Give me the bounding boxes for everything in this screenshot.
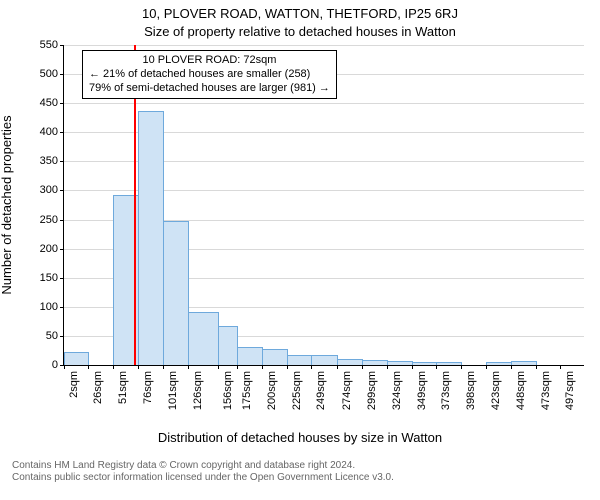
x-tick xyxy=(138,365,139,369)
y-tick xyxy=(60,336,64,337)
y-tick xyxy=(60,132,64,133)
x-tick xyxy=(311,365,312,369)
histogram-bar xyxy=(362,360,388,365)
infobox-line1: 10 PLOVER ROAD: 72sqm xyxy=(89,54,330,68)
x-tick-label: 101sqm xyxy=(167,371,179,410)
x-tick-label: 2sqm xyxy=(68,371,80,398)
x-tick xyxy=(362,365,363,369)
y-tick-label: 250 xyxy=(40,214,58,226)
y-tick xyxy=(60,74,64,75)
x-tick xyxy=(461,365,462,369)
x-tick xyxy=(337,365,338,369)
x-tick xyxy=(560,365,561,369)
y-tick xyxy=(60,161,64,162)
y-axis-label: Number of detached properties xyxy=(0,115,14,294)
histogram-bar xyxy=(387,361,413,365)
x-tick-label: 423sqm xyxy=(490,371,502,410)
histogram-bar xyxy=(436,362,462,365)
y-gridline xyxy=(64,103,584,104)
x-tick-label: 175sqm xyxy=(241,371,253,410)
chart-container: 10, PLOVER ROAD, WATTON, THETFORD, IP25 … xyxy=(0,0,600,500)
x-tick-label: 26sqm xyxy=(92,371,104,404)
x-tick xyxy=(163,365,164,369)
x-tick-label: 249sqm xyxy=(315,371,327,410)
y-tick-label: 400 xyxy=(40,126,58,138)
y-tick xyxy=(60,249,64,250)
x-tick-label: 324sqm xyxy=(391,371,403,410)
property-info-box: 10 PLOVER ROAD: 72sqm ← 21% of detached … xyxy=(82,50,337,99)
y-tick-label: 500 xyxy=(40,68,58,80)
x-tick xyxy=(436,365,437,369)
footer-attribution: Contains HM Land Registry data © Crown c… xyxy=(0,460,600,484)
x-tick-label: 200sqm xyxy=(266,371,278,410)
y-tick-label: 550 xyxy=(40,39,58,51)
x-tick-label: 373sqm xyxy=(440,371,452,410)
histogram-bar xyxy=(262,349,288,365)
histogram-bar xyxy=(237,347,263,365)
chart-subtitle: Size of property relative to detached ho… xyxy=(0,24,600,39)
x-tick-label: 497sqm xyxy=(564,371,576,410)
x-tick xyxy=(387,365,388,369)
y-tick xyxy=(60,307,64,308)
x-tick-label: 156sqm xyxy=(222,371,234,410)
x-tick-label: 299sqm xyxy=(366,371,378,410)
x-tick xyxy=(412,365,413,369)
histogram-bar xyxy=(64,352,89,365)
footer-line1: Contains HM Land Registry data © Crown c… xyxy=(12,460,600,472)
x-tick xyxy=(262,365,263,369)
x-axis-label: Distribution of detached houses by size … xyxy=(0,430,600,445)
histogram-bar xyxy=(486,362,512,365)
y-tick-label: 450 xyxy=(40,97,58,109)
x-tick-label: 274sqm xyxy=(341,371,353,410)
histogram-bar xyxy=(163,221,189,365)
x-tick xyxy=(113,365,114,369)
histogram-bar xyxy=(287,355,312,365)
x-tick-label: 398sqm xyxy=(465,371,477,410)
x-tick xyxy=(64,365,65,369)
histogram-bar xyxy=(337,359,363,365)
chart-title: 10, PLOVER ROAD, WATTON, THETFORD, IP25 … xyxy=(0,6,600,21)
x-tick xyxy=(218,365,219,369)
histogram-bar xyxy=(511,361,537,365)
x-tick xyxy=(188,365,189,369)
x-tick xyxy=(237,365,238,369)
histogram-bar xyxy=(218,326,238,365)
x-tick xyxy=(536,365,537,369)
x-tick-label: 473sqm xyxy=(540,371,552,410)
histogram-bar xyxy=(311,355,337,365)
y-tick-label: 150 xyxy=(40,272,58,284)
y-tick-label: 0 xyxy=(52,359,58,371)
y-tick xyxy=(60,45,64,46)
y-tick xyxy=(60,103,64,104)
x-tick xyxy=(511,365,512,369)
histogram-bar xyxy=(188,312,219,365)
y-gridline xyxy=(64,45,584,46)
x-tick-label: 76sqm xyxy=(142,371,154,404)
y-tick xyxy=(60,190,64,191)
x-tick-label: 349sqm xyxy=(416,371,428,410)
y-tick-label: 200 xyxy=(40,243,58,255)
x-tick-label: 126sqm xyxy=(192,371,204,410)
histogram-bar xyxy=(138,111,164,365)
histogram-bar xyxy=(412,362,437,365)
y-tick xyxy=(60,220,64,221)
footer-line2: Contains public sector information licen… xyxy=(12,472,600,484)
infobox-line2: ← 21% of detached houses are smaller (25… xyxy=(89,68,330,82)
x-tick xyxy=(88,365,89,369)
y-tick-label: 50 xyxy=(46,330,58,342)
x-tick-label: 225sqm xyxy=(291,371,303,410)
infobox-line3: 79% of semi-detached houses are larger (… xyxy=(89,82,330,96)
y-tick-label: 100 xyxy=(40,301,58,313)
x-tick xyxy=(287,365,288,369)
x-tick-label: 448sqm xyxy=(515,371,527,410)
x-tick-label: 51sqm xyxy=(117,371,129,404)
y-tick-label: 350 xyxy=(40,155,58,167)
y-tick-label: 300 xyxy=(40,184,58,196)
x-tick xyxy=(486,365,487,369)
y-tick xyxy=(60,278,64,279)
